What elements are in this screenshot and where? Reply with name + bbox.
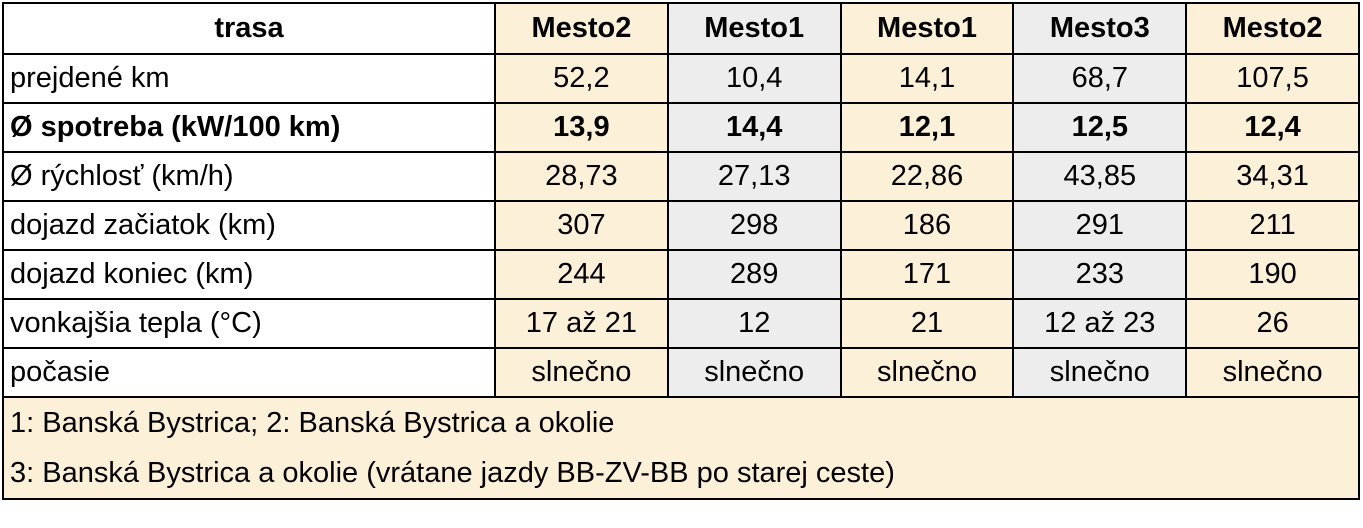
table-cell: 171 <box>839 249 1015 300</box>
table-row: prejdené km 52,2 10,4 14,1 68,7 107,5 <box>2 53 1360 104</box>
row-label: prejdené km <box>2 53 496 104</box>
table-cell: 289 <box>666 249 842 300</box>
table-cell: 68,7 <box>1012 53 1188 104</box>
table-cell: 12,4 <box>1185 102 1360 153</box>
table-cell: 14,1 <box>839 53 1015 104</box>
table-cell: 186 <box>839 200 1015 251</box>
header-cell: Mesto2 <box>494 2 669 55</box>
row-label: dojazd začiatok (km) <box>2 200 496 251</box>
table-cell: slnečno <box>494 347 669 398</box>
header-cell: Mesto2 <box>1185 2 1360 55</box>
table-row: Ø spotreba (kW/100 km) 13,9 14,4 12,1 12,5 12… <box>2 102 1360 153</box>
table-row: počasie slnečno slnečno slnečno slnečno slneč… <box>2 347 1360 398</box>
header-cell: Mesto1 <box>839 2 1015 55</box>
table-cell: 10,4 <box>666 53 842 104</box>
row-label: Ø rýchlosť (km/h) <box>2 151 496 202</box>
row-label: počasie <box>2 347 496 398</box>
table-cell: 14,4 <box>666 102 842 153</box>
table-cell: 43,85 <box>1012 151 1188 202</box>
table-cell: 12,1 <box>839 102 1015 153</box>
data-table: trasa Mesto2 Mesto1 Mesto1 Mesto3 Mesto2 prejd… <box>2 2 1360 500</box>
table-cell: 17 až 21 <box>494 298 669 349</box>
table-cell: 28,73 <box>494 151 669 202</box>
table-cell: slnečno <box>666 347 842 398</box>
table-cell: 244 <box>494 249 669 300</box>
row-label: dojazd koniec (km) <box>2 249 496 300</box>
table-cell: 298 <box>666 200 842 251</box>
row-label: Ø spotreba (kW/100 km) <box>2 102 496 153</box>
footnote-row: 1: Banská Bystrica; 2: Banská Bystrica a… <box>2 396 1360 500</box>
table-cell: 291 <box>1012 200 1188 251</box>
table-cell: 12,5 <box>1012 102 1188 153</box>
table-row: dojazd koniec (km) 244 289 171 233 190 <box>2 249 1360 300</box>
table-cell: 12 až 23 <box>1012 298 1188 349</box>
table-cell: 190 <box>1185 249 1360 300</box>
table-cell: 307 <box>494 200 669 251</box>
table-row: Ø rýchlosť (km/h) 28,73 27,13 22,86 43,85 34,… <box>2 151 1360 202</box>
table-cell: 27,13 <box>666 151 842 202</box>
table-cell: slnečno <box>1012 347 1188 398</box>
table-row: vonkajšia tepla (°C) 17 až 21 12 21 12 až 23… <box>2 298 1360 349</box>
table-cell: 233 <box>1012 249 1188 300</box>
table-cell: 26 <box>1185 298 1360 349</box>
header-cell: Mesto1 <box>666 2 842 55</box>
footnote: 1: Banská Bystrica; 2: Banská Bystrica a… <box>10 407 615 439</box>
table-cell: slnečno <box>839 347 1015 398</box>
table-cell: 22,86 <box>839 151 1015 202</box>
table-cell: 52,2 <box>494 53 669 104</box>
table-cell: 34,31 <box>1185 151 1360 202</box>
table-cell: 12 <box>666 298 842 349</box>
row-label: vonkajšia tepla (°C) <box>2 298 496 349</box>
table-cell: 211 <box>1185 200 1360 251</box>
table-row: dojazd začiatok (km) 307 298 186 291 211 <box>2 200 1360 251</box>
header-row: trasa Mesto2 Mesto1 Mesto1 Mesto3 Mesto2 <box>2 2 1360 55</box>
table-cell: 107,5 <box>1185 53 1360 104</box>
footnote-cell: 1: Banská Bystrica; 2: Banská Bystrica a… <box>2 396 1360 500</box>
table-cell: 21 <box>839 298 1015 349</box>
table-cell: slnečno <box>1185 347 1360 398</box>
header-cell: Mesto3 <box>1012 2 1188 55</box>
table-cell: 13,9 <box>494 102 669 153</box>
header-cell: trasa <box>2 2 496 55</box>
footnote: 3: Banská Bystrica a okolie (vrátane jaz… <box>10 457 895 489</box>
